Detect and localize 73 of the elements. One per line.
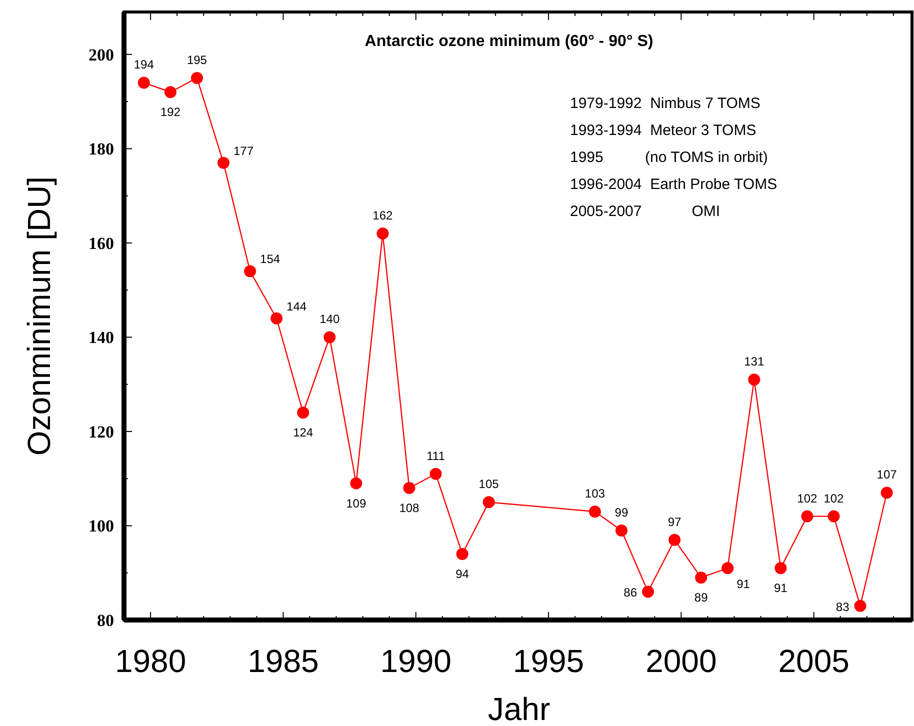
data-label: 86 — [624, 586, 638, 600]
point — [642, 586, 654, 598]
data-label: 195 — [186, 52, 208, 67]
data-label: 194 — [134, 58, 154, 72]
point — [190, 72, 203, 84]
data-label: 91 — [736, 577, 750, 592]
point — [722, 562, 734, 574]
data-label: 103 — [584, 486, 606, 501]
annotation: 1995 (no TOMS in orbit) — [570, 149, 768, 166]
point — [695, 572, 708, 584]
data-label: 97 — [668, 514, 682, 529]
y-axis-title: Ozonminimum [DU] — [21, 176, 57, 456]
point — [668, 534, 681, 546]
text: Antarctic ozone minimum (60° - 90° S) — [364, 33, 654, 50]
y-tick-label: 80 — [97, 611, 114, 630]
x-axis-title: Jahr — [488, 691, 550, 726]
data-label: 107 — [876, 468, 898, 482]
data-label: 94 — [456, 567, 470, 582]
point — [324, 331, 336, 344]
point — [482, 496, 495, 508]
point — [615, 524, 628, 536]
point — [801, 510, 814, 522]
data-label: 124 — [293, 426, 314, 440]
annotation: 1979-1992 Nimbus 7 TOMS — [570, 95, 760, 112]
point — [880, 486, 893, 499]
data-label: 140 — [320, 312, 340, 326]
x-tick-label: 1985 — [248, 643, 319, 679]
point — [297, 406, 310, 419]
point — [403, 482, 416, 494]
point — [376, 228, 389, 240]
data-label: 91 — [774, 581, 788, 596]
y-tick-label: 100 — [88, 516, 114, 536]
point — [588, 506, 601, 518]
point — [350, 477, 362, 490]
data-label: 192 — [160, 105, 181, 120]
point — [748, 374, 760, 386]
x-tick-label: 1990 — [380, 643, 452, 679]
data-label: 108 — [399, 501, 420, 516]
data-label: 102 — [797, 491, 818, 506]
data-label: 83 — [836, 600, 850, 614]
data-label: 154 — [260, 252, 280, 266]
data-label: 144 — [286, 299, 307, 314]
y-tick-label: 180 — [88, 140, 114, 159]
point — [270, 312, 283, 324]
data-label: 109 — [346, 496, 366, 510]
point — [244, 265, 256, 278]
x-tick-label: 1995 — [512, 643, 584, 679]
point — [854, 600, 866, 612]
annotation: 1996-2004 Earth Probe TOMS — [570, 176, 778, 193]
data-label: 105 — [478, 477, 500, 492]
x-tick-label: 2000 — [646, 643, 717, 679]
point — [828, 510, 840, 522]
y-tick-label: 120 — [88, 422, 114, 442]
data-label: 102 — [824, 491, 844, 506]
x-tick-label: 1980 — [114, 643, 186, 679]
data-label: 89 — [694, 590, 708, 605]
y-tick-label: 200 — [88, 45, 114, 64]
point — [456, 548, 468, 560]
point — [430, 468, 442, 480]
y-tick-label: 160 — [88, 234, 114, 253]
point — [164, 86, 176, 98]
point — [138, 76, 150, 89]
data-label: 99 — [614, 505, 628, 520]
annotation: 1993-1994 Meteor 3 TOMS — [570, 122, 756, 139]
x-tick-label: 2005 — [778, 643, 850, 679]
data-label: 111 — [426, 448, 446, 463]
data-label: 177 — [233, 144, 254, 158]
y-tick-label: 140 — [88, 328, 114, 348]
point — [217, 156, 230, 169]
point — [774, 562, 787, 574]
annotation: 2005-2007 OMI — [570, 203, 720, 220]
data-label: 162 — [372, 208, 394, 223]
data-label: 131 — [744, 354, 764, 369]
